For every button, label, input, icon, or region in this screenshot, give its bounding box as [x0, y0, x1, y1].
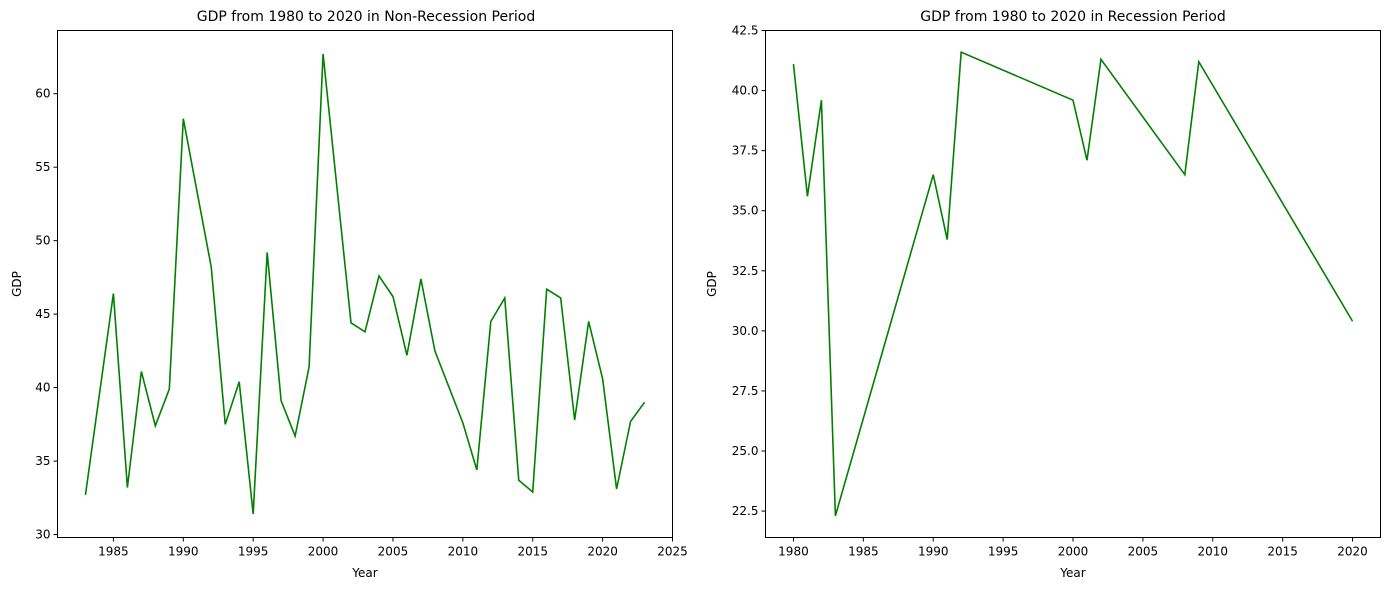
x-tick-label: 2025 [657, 545, 688, 559]
x-axis-label: Year [1059, 566, 1085, 580]
x-tick-label: 2010 [448, 545, 479, 559]
gdp-line [84, 53, 646, 515]
y-tick-label: 37.5 [732, 144, 759, 158]
x-tick-label: 2005 [1128, 545, 1159, 559]
x-tick-label: 2015 [1267, 545, 1298, 559]
chart-title: GDP from 1980 to 2020 in Recession Perio… [920, 9, 1225, 25]
x-tick-label: 2020 [587, 545, 618, 559]
x-tick-label: 2005 [378, 545, 409, 559]
y-tick-label: 30 [35, 528, 50, 542]
y-tick-label: 45 [35, 307, 50, 321]
y-tick-label: 55 [35, 160, 50, 174]
x-tick-label: 2000 [1058, 545, 1089, 559]
x-tick-label: 2015 [517, 545, 548, 559]
x-axis-label: Year [351, 566, 377, 580]
y-tick-label: 40 [35, 381, 50, 395]
plot-area [765, 30, 1381, 538]
y-tick-label: 35 [35, 454, 50, 468]
y-tick-label: 40.0 [732, 84, 759, 98]
gdp-line [792, 50, 1354, 517]
chart-title: GDP from 1980 to 2020 in Non-Recession P… [197, 9, 535, 25]
x-ticks: 1980 1985 1990 1995 2000 2005 2010 2015 2020 [778, 537, 1368, 559]
y-tick-label: 50 [35, 234, 50, 248]
y-tick-label: 22.5 [732, 504, 759, 518]
x-ticks: 1985 1990 1995 2000 2005 2010 2015 2020 2025 [98, 537, 688, 559]
x-tick-label: 2020 [1337, 545, 1368, 559]
plot-area [57, 30, 673, 538]
y-tick-label: 35.0 [732, 204, 759, 218]
x-tick-label: 2010 [1197, 545, 1228, 559]
x-tick-label: 1990 [918, 545, 949, 559]
x-tick-label: 1985 [848, 545, 879, 559]
x-tick-label: 1980 [778, 545, 809, 559]
y-axis-label: GDP [10, 271, 24, 297]
y-axis-label: GDP [705, 271, 719, 297]
y-tick-label: 60 [35, 87, 50, 101]
y-tick-label: 32.5 [732, 264, 759, 278]
y-tick-label: 25.0 [732, 444, 759, 458]
chart-non-recession: GDP from 1980 to 2020 in Non-Recession P… [10, 9, 688, 580]
chart-recession: GDP from 1980 to 2020 in Recession Perio… [705, 9, 1381, 580]
y-tick-label: 30.0 [732, 324, 759, 338]
x-tick-label: 2000 [308, 545, 339, 559]
y-ticks: 22.5 25.0 27.5 30.0 32.5 35.0 37.5 40.0 42.5 [732, 24, 766, 518]
y-ticks: 30 35 40 45 50 55 60 [35, 87, 58, 542]
y-tick-label: 27.5 [732, 384, 759, 398]
x-tick-label: 1995 [988, 545, 1019, 559]
x-tick-label: 1995 [238, 545, 269, 559]
y-tick-label: 42.5 [732, 24, 759, 38]
x-tick-label: 1985 [98, 545, 129, 559]
x-tick-label: 1990 [168, 545, 199, 559]
